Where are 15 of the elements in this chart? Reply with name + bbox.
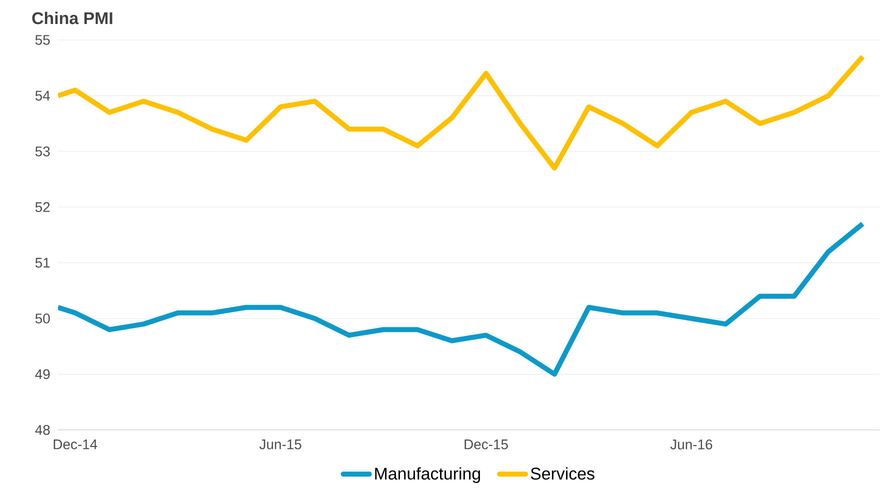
y-tick-label: 55 <box>35 35 50 45</box>
y-tick-label: 50 <box>35 314 50 324</box>
y-tick-label: 48 <box>35 425 50 435</box>
y-tick-label: 53 <box>35 146 50 156</box>
y-tick-label: 54 <box>35 90 50 101</box>
x-tick-label: Dec-14 <box>54 440 98 450</box>
y-tick-label: 49 <box>35 369 50 380</box>
legend-label: Services <box>530 467 594 480</box>
x-tick-label: Dec-15 <box>464 440 508 450</box>
legend-label: Manufacturing <box>375 467 480 484</box>
y-tick-label: 51 <box>35 258 50 268</box>
x-tick-label: Jun-16 <box>670 440 712 450</box>
y-tick-label: 52 <box>35 202 50 212</box>
x-tick-label: Jun-15 <box>259 440 302 450</box>
chart-title: China PMI <box>32 12 112 24</box>
